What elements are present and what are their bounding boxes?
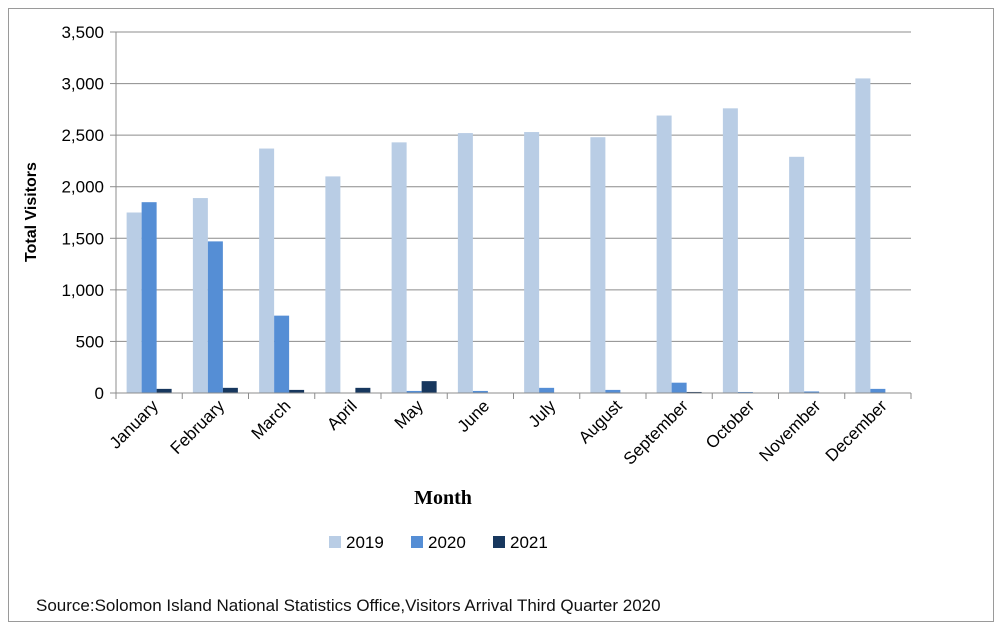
x-tick-label: August: [575, 396, 626, 447]
source-note: Source:Solomon Island National Statistic…: [36, 596, 661, 615]
bars: [126, 78, 886, 394]
bar-2019-february: [192, 198, 208, 393]
bar-2021-april: [355, 387, 371, 393]
x-tick-label: September: [620, 396, 692, 468]
bar-2019-november: [789, 156, 805, 393]
bar-2020-july: [539, 387, 555, 393]
bar-2020-november: [804, 391, 820, 393]
x-tick-label: March: [248, 396, 295, 443]
gridlines: [116, 31, 911, 342]
y-tick-label: 3,500: [61, 23, 104, 42]
y-tick-label: 1,000: [61, 281, 104, 300]
x-tick-label: November: [756, 396, 825, 465]
y-tick-label: 2,000: [61, 178, 104, 197]
x-axis-title: Month: [414, 487, 472, 509]
bar-2021-march: [289, 389, 305, 393]
bar-2021-september: [686, 391, 702, 393]
x-tick-label: July: [525, 396, 560, 431]
bar-2020-may: [406, 390, 422, 393]
y-tick-labels: 0 500 1,000 1,500 2,000 2,500 3,000 3,500: [61, 23, 104, 403]
bar-2021-may: [421, 381, 437, 393]
bar-2019-september: [656, 115, 672, 393]
bar-2019-april: [325, 176, 341, 393]
y-tick-label: 500: [76, 332, 104, 351]
x-tick-label: February: [167, 396, 229, 458]
bar-2019-october: [722, 108, 738, 393]
bar-2019-august: [590, 137, 606, 393]
legend: 2019 2020 2021: [329, 533, 548, 552]
bar-2020-march: [274, 315, 290, 393]
legend-label-2019: 2019: [346, 533, 384, 552]
bar-2019-june: [457, 133, 473, 393]
bar-2020-june: [472, 390, 488, 393]
bar-2019-december: [855, 78, 871, 394]
x-tick-label: January: [106, 396, 163, 453]
y-axis-title: Total Visitors: [23, 162, 40, 262]
x-tick-label: June: [454, 396, 494, 436]
y-tick-label: 3,000: [61, 75, 104, 94]
bar-2019-july: [524, 132, 540, 393]
bar-2021-february: [222, 387, 238, 393]
legend-label-2021: 2021: [510, 533, 548, 552]
bar-2019-january: [126, 212, 142, 393]
x-tick-label: October: [702, 396, 758, 452]
axes: [110, 31, 912, 399]
x-tick-label: December: [822, 396, 891, 465]
legend-swatch-2021: [493, 536, 505, 548]
y-tick-label: 2,500: [61, 126, 104, 145]
bar-2021-january: [156, 388, 172, 393]
legend-label-2020: 2020: [428, 533, 466, 552]
bar-2019-march: [259, 148, 275, 393]
bar-2020-january: [141, 202, 157, 393]
y-tick-label: 1,500: [61, 229, 104, 248]
x-tick-labels: January February March April May June July Augu…: [106, 396, 891, 469]
bar-2020-february: [207, 241, 223, 393]
legend-swatch-2019: [329, 536, 341, 548]
x-tick-label: May: [391, 396, 427, 432]
bar-2020-december: [870, 388, 886, 393]
y-tick-label: 0: [95, 384, 104, 403]
bar-2019-may: [391, 142, 407, 393]
legend-swatch-2020: [411, 536, 423, 548]
bar-2020-september: [671, 382, 687, 393]
x-tick-label: April: [323, 396, 360, 433]
bar-2020-october: [737, 391, 753, 393]
bar-2020-august: [605, 389, 621, 393]
chart-frame: [8, 8, 994, 622]
